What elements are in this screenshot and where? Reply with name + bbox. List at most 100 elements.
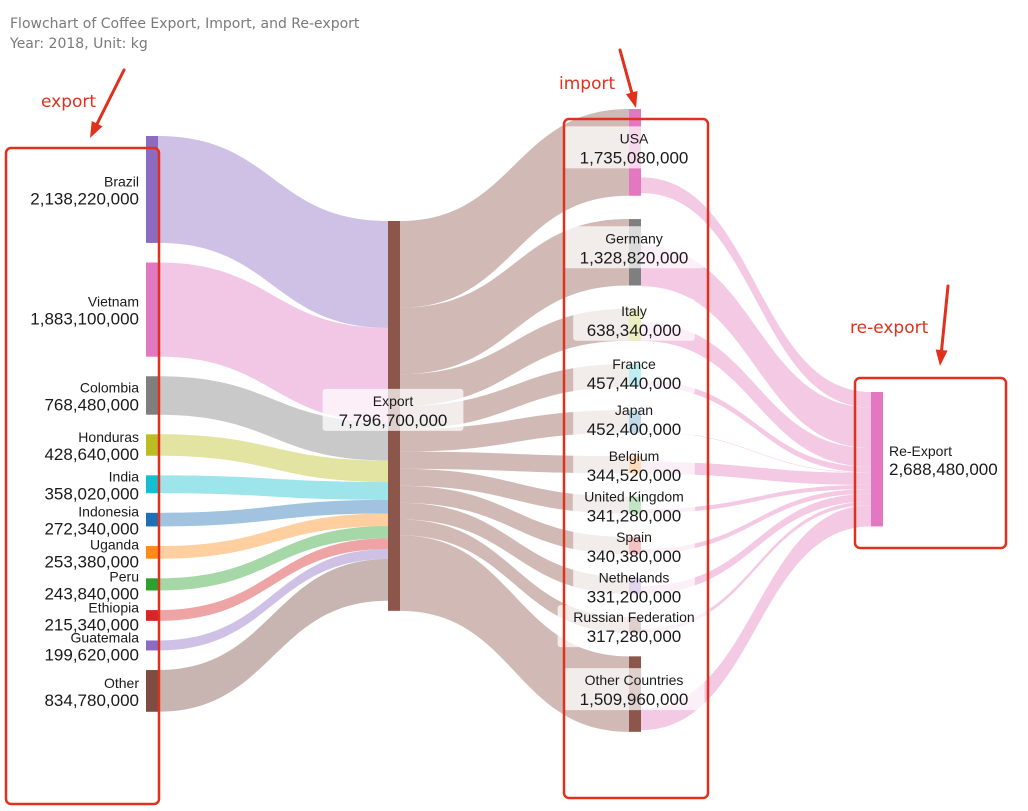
value-india: 358,020,000: [44, 484, 139, 503]
value-vietnam: 1,883,100,000: [30, 310, 139, 329]
value-italy: 638,340,000: [587, 321, 682, 340]
label-bg-other-countries: [563, 668, 705, 711]
node-indonesia[interactable]: [146, 512, 158, 527]
link-export-to-spain: [400, 485, 629, 555]
node-colombia[interactable]: [146, 376, 158, 415]
annotation-import-label: import: [559, 74, 616, 94]
annotation-arrow-reexport: [935, 284, 950, 366]
label-other-countries: Other Countries: [585, 672, 684, 688]
link-export-to-russian-federation: [400, 519, 629, 634]
link-united-kingdom-to-reexport: [641, 484, 871, 514]
label-spain: Spain: [616, 529, 652, 545]
chart-subtitle: Year: 2018, Unit: kg: [10, 36, 148, 52]
node-uganda[interactable]: [146, 546, 158, 559]
link-india-to-export: [158, 475, 388, 500]
link-export-to-belgium: [400, 451, 629, 474]
value-peru: 243,840,000: [44, 584, 139, 603]
node-ethiopia[interactable]: [146, 610, 158, 621]
link-other-to-export: [158, 559, 388, 712]
node-india[interactable]: [146, 475, 158, 494]
link-export-to-united-kingdom: [400, 468, 629, 514]
label-bg-france: [573, 352, 695, 395]
value-japan: 452,400,000: [587, 420, 682, 439]
link-other-countries-to-reexport: [641, 505, 871, 731]
link-nethelands-to-reexport: [641, 493, 871, 594]
annotation-box-export: [4, 146, 161, 806]
node-guatemala[interactable]: [146, 640, 158, 651]
label-vietnam: Vietnam: [88, 294, 139, 310]
label-bg-japan: [573, 398, 695, 441]
label-united-kingdom: United Kingdom: [584, 489, 684, 505]
node-other[interactable]: [146, 670, 158, 712]
link-belgium-to-reexport: [641, 461, 871, 485]
link-uganda-to-export: [158, 513, 388, 559]
label-bg-belgium: [573, 444, 695, 487]
label-germany: Germany: [605, 230, 663, 246]
link-japan-to-reexport: [641, 431, 871, 473]
link-honduras-to-export: [158, 434, 388, 482]
value-usa: 1,735,080,000: [580, 148, 689, 167]
label-bg-export: [322, 388, 464, 431]
value-re-export: 2,688,480,000: [889, 460, 998, 479]
links-layer: [158, 109, 871, 732]
link-guatemala-to-export: [158, 549, 388, 651]
node-re-export[interactable]: [871, 392, 883, 527]
annotation-layer: [4, 48, 1008, 806]
link-peru-to-export: [158, 526, 388, 591]
label-nethelands: Nethelands: [599, 569, 670, 585]
link-russian-federation-to-reexport: [641, 501, 871, 633]
link-italy-to-reexport: [641, 322, 871, 467]
link-export-to-japan: [400, 410, 629, 452]
label-bg-spain: [573, 524, 695, 567]
link-usa-to-reexport: [641, 177, 871, 408]
value-belgium: 344,520,000: [587, 466, 682, 485]
annotation-box-import: [562, 117, 710, 800]
label-bg-united-kingdom: [572, 484, 696, 527]
node-brazil[interactable]: [146, 136, 158, 243]
value-spain: 340,380,000: [587, 547, 682, 566]
chart-title-block: Flowchart of Coffee Export, Import, and …: [10, 14, 359, 54]
label-ethiopia: Ethiopia: [88, 599, 139, 615]
link-export-to-italy: [400, 308, 629, 407]
value-nethelands: 331,200,000: [587, 587, 682, 606]
value-colombia: 768,480,000: [44, 395, 139, 414]
link-vietnam-to-export: [158, 262, 388, 423]
value-indonesia: 272,340,000: [44, 520, 139, 539]
link-indonesia-to-export: [158, 499, 388, 527]
label-indonesia: Indonesia: [78, 504, 139, 520]
value-ethiopia: 215,340,000: [44, 615, 139, 634]
value-france: 457,440,000: [587, 374, 682, 393]
value-honduras: 428,640,000: [44, 445, 139, 464]
annotation-box-reexport: [853, 376, 1008, 550]
value-other-countries: 1,509,960,000: [580, 690, 689, 709]
label-brazil: Brazil: [104, 173, 139, 189]
value-other: 834,780,000: [44, 691, 139, 710]
node-peru[interactable]: [146, 578, 158, 591]
node-vietnam[interactable]: [146, 262, 158, 357]
label-bg-russian-federation: [557, 605, 711, 648]
link-france-to-reexport: [641, 380, 871, 473]
label-japan: Japan: [615, 402, 653, 418]
value-guatemala: 199,620,000: [44, 645, 139, 664]
chart-title: Flowchart of Coffee Export, Import, and …: [10, 16, 360, 32]
label-india: India: [109, 468, 140, 484]
node-honduras[interactable]: [146, 434, 158, 456]
label-re-export: Re-Export: [889, 443, 952, 459]
annotation-reexport-label: re-export: [850, 318, 929, 338]
link-ethiopia-to-export: [158, 538, 388, 621]
link-spain-to-reexport: [641, 489, 871, 554]
label-colombia: Colombia: [80, 379, 139, 395]
value-uganda: 253,380,000: [44, 552, 139, 571]
value-russian-federation: 317,280,000: [587, 627, 682, 646]
label-honduras: Honduras: [78, 429, 139, 445]
value-export: 7,796,700,000: [339, 411, 448, 430]
link-germany-to-reexport: [641, 245, 871, 449]
value-brazil: 2,138,220,000: [30, 189, 139, 208]
label-bg-nethelands: [573, 565, 695, 608]
label-uganda: Uganda: [90, 536, 139, 552]
label-peru: Peru: [109, 568, 139, 584]
annotation-arrow-export: [90, 68, 126, 138]
label-italy: Italy: [621, 303, 647, 319]
link-colombia-to-export: [158, 376, 388, 461]
